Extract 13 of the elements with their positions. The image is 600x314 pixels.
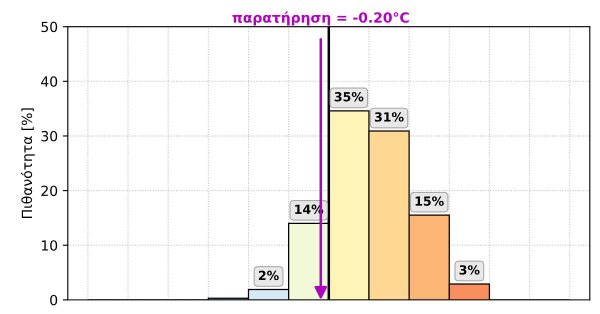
- data-label: 2%: [258, 270, 279, 280]
- y-tick-label: 20: [41, 186, 58, 196]
- annotation: παρατήρηση = -0.20°C: [232, 11, 409, 26]
- data-label: 35%: [334, 92, 364, 102]
- data-label: 3%: [460, 265, 480, 275]
- y-tick-label: 30: [41, 130, 58, 142]
- data-label: 31%: [374, 112, 404, 122]
- y-tick-label: 50: [41, 22, 58, 32]
- y-tick-label: 40: [41, 76, 58, 87]
- y-axis-title: Πιθανότητα [%]: [20, 108, 35, 218]
- y-tick-label: 0: [50, 294, 58, 306]
- y-tick-label: 10: [42, 240, 58, 251]
- data-label: 15%: [416, 196, 444, 206]
